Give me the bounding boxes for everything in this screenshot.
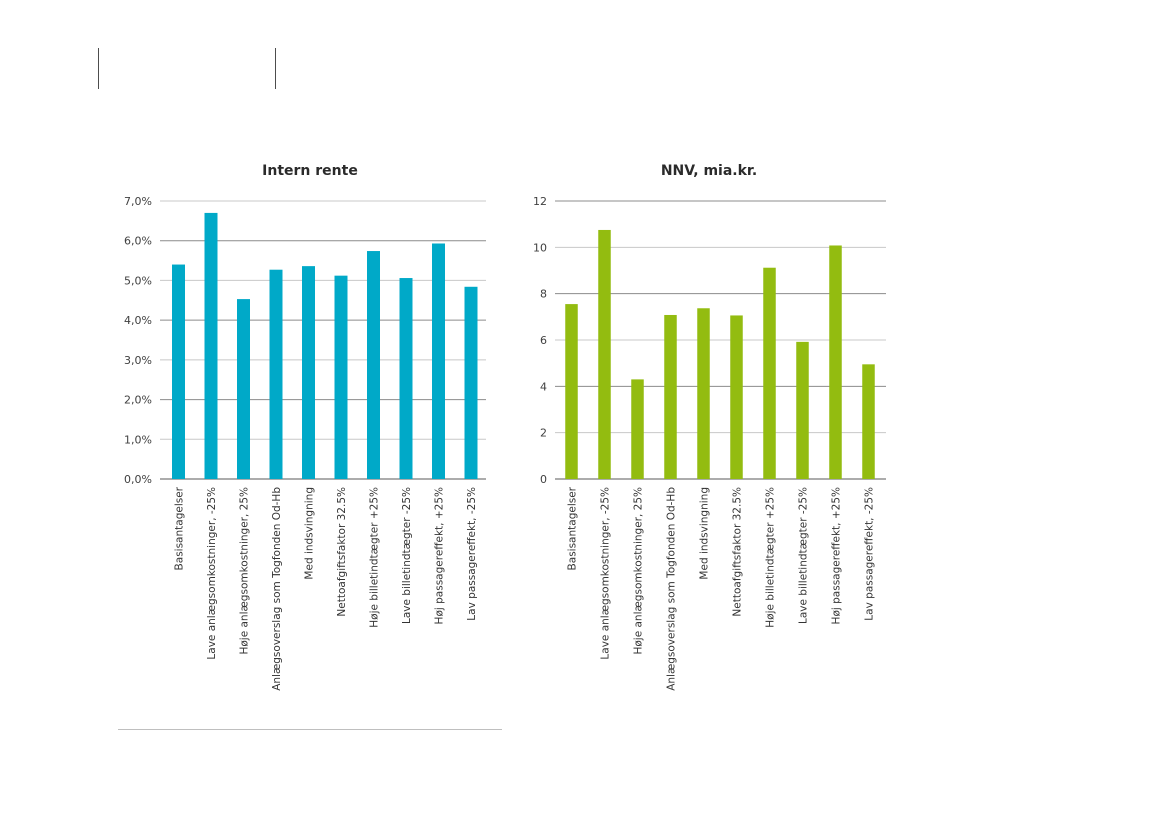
intern-rente-y-tick-label: 4,0% bbox=[124, 314, 152, 327]
intern-rente-x-tick-label: Lav passagereffekt, -25% bbox=[466, 487, 478, 621]
decorative-vertical-rule-left bbox=[98, 48, 99, 89]
decorative-vertical-rule-right bbox=[275, 48, 276, 89]
intern-rente-bar bbox=[269, 269, 283, 479]
intern-rente-bar bbox=[334, 275, 348, 479]
intern-rente-chart-title: Intern rente bbox=[262, 163, 358, 179]
intern-rente-x-tick-label: Anlægsoverslag som Togfonden Od-Hb bbox=[271, 487, 283, 691]
intern-rente-bar bbox=[237, 299, 250, 479]
intern-rente-bar bbox=[367, 251, 380, 479]
intern-rente-x-tick-label: Basisantagelser bbox=[174, 486, 186, 570]
intern-rente-y-tick-label: 0,0% bbox=[124, 473, 152, 486]
intern-rente-x-tick-label: Høje anlægsomkostninger, 25% bbox=[239, 487, 251, 655]
intern-rente-x-tick-label: Lave billetindtægter -25% bbox=[401, 487, 413, 624]
intern-rente-bar bbox=[204, 212, 218, 479]
intern-rente-x-tick-label: Lave anlægsomkostninger, -25% bbox=[206, 487, 218, 660]
intern-rente-y-tick-label: 6,0% bbox=[124, 235, 152, 248]
intern-rente-bar bbox=[432, 243, 445, 479]
intern-rente-y-tick-label: 7,0% bbox=[124, 195, 152, 208]
intern-rente-x-tick-label: Nettoafgiftsfaktor 32.5% bbox=[336, 487, 348, 617]
intern-rente-bar bbox=[399, 278, 413, 479]
intern-rente-bar bbox=[302, 266, 315, 479]
intern-rente-x-tick-label: Høj passagereffekt, +25% bbox=[434, 487, 446, 624]
intern-rente-x-tick-label: Med indsvingning bbox=[304, 487, 316, 580]
intern-rente-y-tick-label: 2,0% bbox=[124, 394, 152, 407]
intern-rente-bar bbox=[464, 286, 478, 479]
intern-rente-y-tick-label: 5,0% bbox=[124, 274, 152, 287]
intern-rente-y-tick-label: 3,0% bbox=[124, 354, 152, 367]
decorative-horizontal-rule bbox=[118, 729, 502, 730]
intern-rente-y-tick-label: 1,0% bbox=[124, 433, 152, 446]
intern-rente-x-tick-label: Høje billetindtægter +25% bbox=[369, 487, 381, 628]
intern-rente-bar bbox=[172, 264, 185, 479]
